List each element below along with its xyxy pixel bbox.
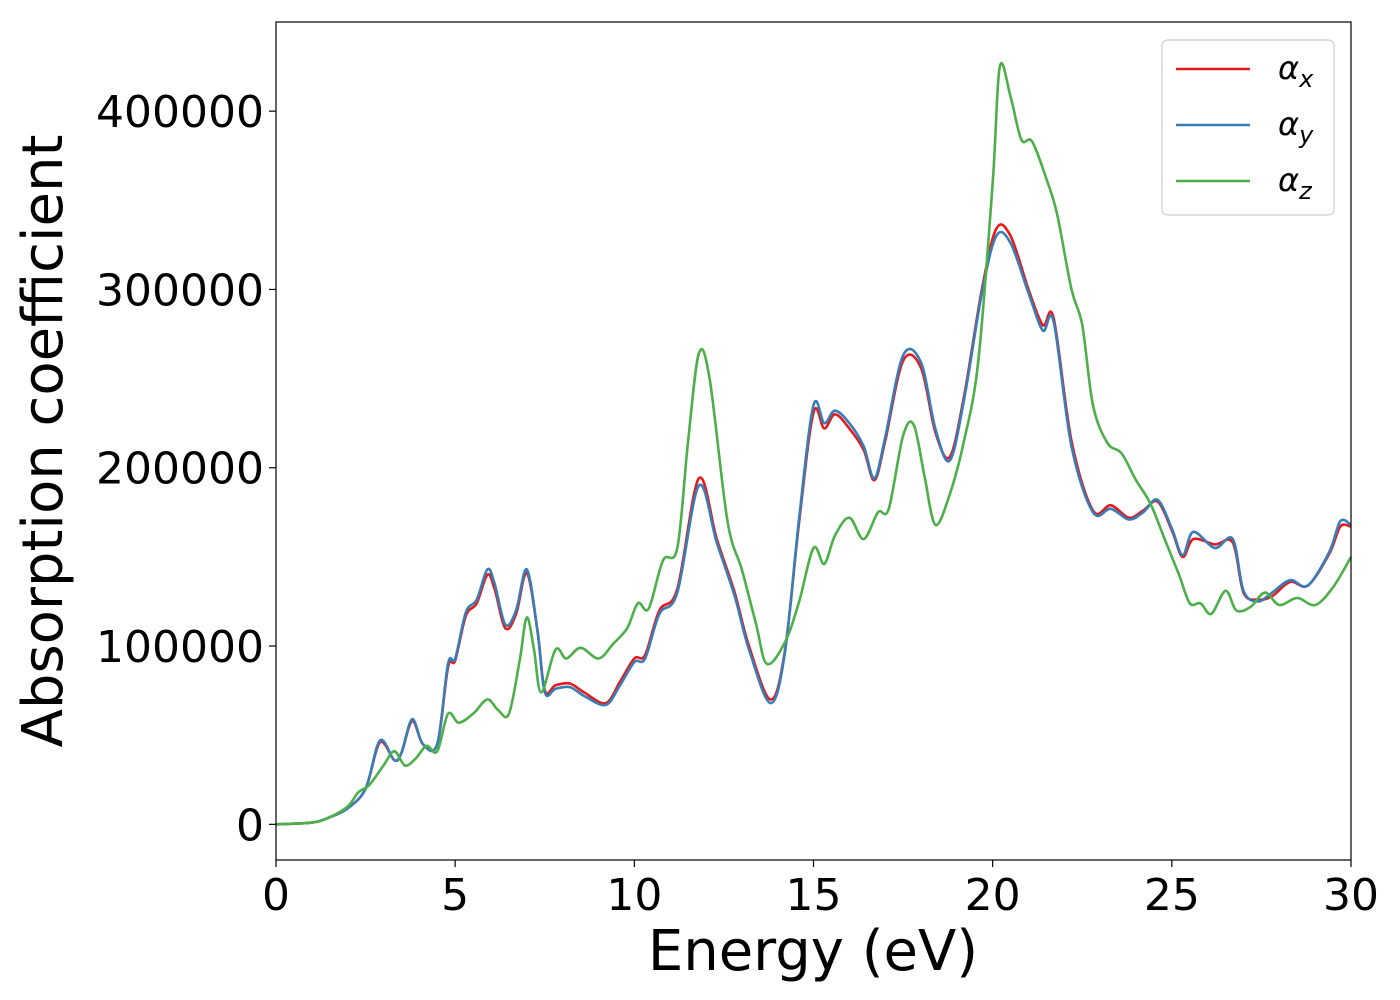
y-tick-label: 300000 xyxy=(96,265,264,316)
x-tick-label: 15 xyxy=(786,870,842,921)
legend-label-alpha-z: αz xyxy=(1278,161,1313,205)
legend-label-alpha-x: αx xyxy=(1278,49,1314,93)
x-tick-label: 30 xyxy=(1323,870,1379,921)
x-tick-label: 20 xyxy=(965,870,1021,921)
y-axis-title: Absorption coefficient xyxy=(11,135,76,748)
y-tick-label: 0 xyxy=(236,800,264,851)
x-axis-title: Energy (eV) xyxy=(648,919,978,984)
y-tick-label: 200000 xyxy=(96,444,264,495)
legend-frame xyxy=(1161,39,1335,216)
series-line-alpha-y xyxy=(275,230,1352,826)
legend: αx αy αz xyxy=(1161,39,1335,216)
x-axis: 0 5 10 15 20 25 30 xyxy=(262,860,1379,921)
x-tick-label: 10 xyxy=(606,870,662,921)
x-tick-label: 25 xyxy=(1144,870,1200,921)
y-tick-label: 400000 xyxy=(96,87,264,138)
x-tick-label: 0 xyxy=(262,870,290,921)
y-tick-label: 100000 xyxy=(96,622,264,673)
series-layer xyxy=(275,61,1353,826)
series-line-alpha-z xyxy=(275,61,1353,826)
legend-label-alpha-y: αy xyxy=(1278,105,1314,149)
x-tick-label: 5 xyxy=(441,870,469,921)
y-axis: 0 100000 200000 300000 400000 xyxy=(96,87,276,851)
